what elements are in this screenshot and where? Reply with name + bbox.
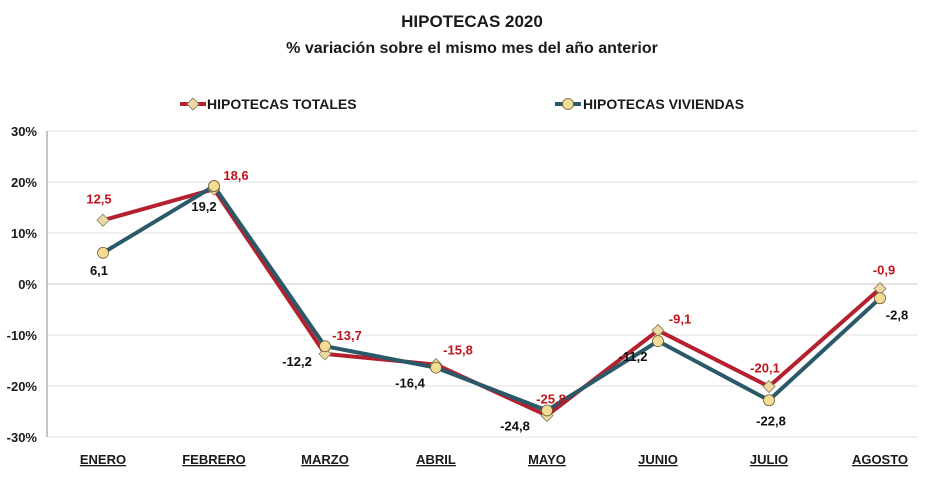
x-tick-label: MARZO (301, 452, 349, 467)
y-axis-ticks: 30% 20% 10% 0% -10% -20% -30% (7, 124, 38, 445)
marker-viviendas (541, 404, 553, 417)
marker-viviendas (430, 361, 442, 374)
data-label-totales: -9,1 (669, 311, 691, 326)
data-label-totales: -25,8 (536, 392, 566, 407)
legend-marker-totales (186, 97, 200, 111)
marker-viviendas (97, 246, 109, 259)
chart-subtitle: % variación sobre el mismo mes del año a… (286, 40, 658, 57)
series-markers (96, 180, 887, 423)
y-tick-label: 30% (11, 124, 37, 139)
data-label-totales: -0,9 (873, 263, 895, 278)
marker-viviendas (208, 180, 220, 192)
series-lines (101, 184, 882, 418)
x-tick-label: MAYO (528, 452, 566, 467)
marker-viviendas (874, 292, 886, 305)
grid (47, 130, 918, 438)
marker-totales (96, 213, 110, 227)
legend-item-totales: HIPOTECAS TOTALES (180, 96, 357, 112)
data-label-viviendas: 19,2 (191, 199, 216, 214)
data-label-totales: -13,7 (332, 328, 362, 343)
data-label-totales: 12,5 (86, 191, 111, 206)
series-line-viviendas (101, 184, 882, 413)
legend-label-totales: HIPOTECAS TOTALES (207, 96, 357, 112)
x-tick-label: FEBRERO (182, 452, 246, 467)
marker-viviendas (763, 394, 775, 407)
y-tick-label: 10% (11, 226, 37, 241)
chart-title: HIPOTECAS 2020 (401, 12, 543, 31)
data-label-viviendas: -16,4 (395, 376, 425, 391)
data-labels: 12,5 18,6 -13,7 -15,8 -25,8 -9,1 -20,1 -0,9 6,1 1… (86, 168, 908, 433)
legend: HIPOTECAS TOTALES HIPOTECAS VIVIENDAS (180, 96, 744, 112)
data-label-viviendas: 6,1 (90, 263, 108, 278)
x-tick-label: ABRIL (416, 452, 456, 467)
x-tick-label: JUNIO (638, 452, 678, 467)
y-tick-label: -10% (7, 328, 38, 343)
data-label-totales: -15,8 (443, 343, 473, 358)
data-label-viviendas: -22,8 (756, 413, 786, 428)
legend-item-viviendas: HIPOTECAS VIVIENDAS (555, 96, 744, 112)
marker-viviendas (652, 335, 664, 348)
legend-label-viviendas: HIPOTECAS VIVIENDAS (583, 96, 744, 112)
series-line-totales (101, 187, 882, 418)
x-tick-label: AGOSTO (852, 452, 908, 467)
y-tick-label: -20% (7, 379, 38, 394)
data-label-viviendas: -11,2 (619, 349, 648, 364)
data-label-totales: -20,1 (750, 361, 780, 376)
marker-viviendas (319, 340, 331, 353)
y-tick-label: 0% (18, 277, 37, 292)
data-label-viviendas: -2,8 (886, 307, 908, 322)
x-tick-label: ENERO (80, 452, 126, 467)
y-tick-label: -30% (7, 430, 38, 445)
data-label-viviendas: -12,2 (282, 354, 312, 369)
data-label-viviendas: -24,8 (500, 418, 530, 433)
legend-marker-viviendas (562, 98, 574, 110)
x-axis-ticks: ENERO FEBRERO MARZO ABRIL MAYO JUNIO JULIO AGOS… (80, 452, 908, 467)
x-tick-label: JULIO (750, 452, 788, 467)
y-tick-label: 20% (11, 175, 37, 190)
data-label-totales: 18,6 (223, 168, 248, 183)
marker-totales (762, 379, 776, 394)
